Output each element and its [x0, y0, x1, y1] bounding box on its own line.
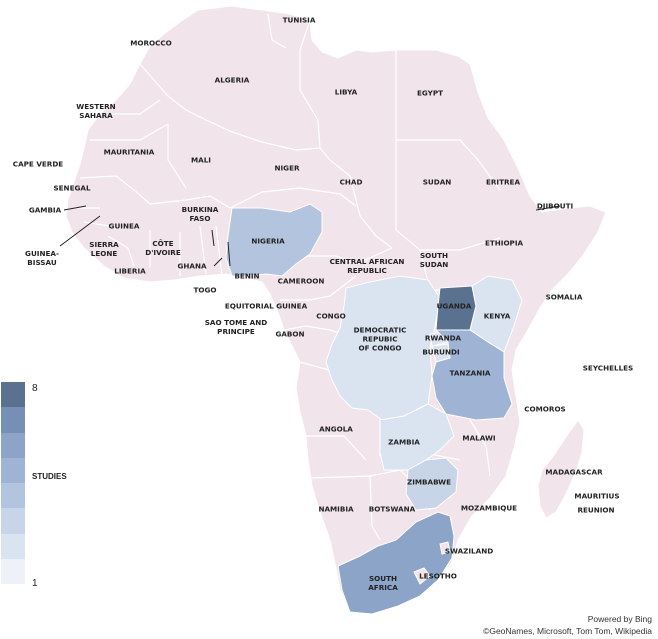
- label-sao-tome: SAO TOME AND PRINCIPE: [204, 318, 268, 336]
- label-madagascar: MADAGASCAR: [545, 467, 603, 477]
- label-mauritius: MAURITIUS: [574, 491, 620, 501]
- country-base-madagascar: [537, 419, 585, 519]
- label-sierra-leone: SIERRA LEONE: [89, 240, 119, 258]
- label-south-sudan: SOUTH SUDAN: [419, 251, 449, 269]
- label-equatorial-guinea: EQUITORIAL GUINEA: [224, 301, 308, 311]
- label-mali: MALI: [191, 155, 211, 165]
- label-zambia: ZAMBIA: [388, 437, 420, 447]
- label-egypt: EGYPT: [416, 88, 444, 98]
- label-western-sahara: WESTERN SAHARA: [76, 102, 116, 120]
- label-comoros: COMOROS: [524, 404, 566, 414]
- label-malawi: MALAWI: [462, 433, 496, 443]
- label-congo: CONGO: [316, 311, 346, 321]
- label-reunion: REUNION: [577, 505, 615, 515]
- label-rwanda: RWANDA: [424, 333, 462, 343]
- label-kenya: KENYA: [483, 311, 511, 321]
- legend-swatch: [1, 407, 25, 433]
- label-sudan: SUDAN: [422, 177, 452, 187]
- label-cameroon: CAMEROON: [277, 276, 325, 286]
- label-zimbabwe: ZIMBABWE: [406, 477, 452, 487]
- label-seychelles: SEYCHELLES: [582, 363, 634, 373]
- label-south-africa: SOUTH AFRICA: [368, 574, 398, 592]
- country-nigeria: [225, 203, 323, 277]
- label-tunisia: TUNISIA: [282, 15, 316, 25]
- label-lesotho: LESOTHO: [419, 571, 457, 581]
- label-cape-verde: CAPE VERDE: [12, 159, 64, 169]
- country-swaziland: [439, 541, 451, 555]
- legend-max-label: 8: [32, 383, 38, 394]
- label-namibia: NAMIBIA: [318, 504, 354, 514]
- label-cote-divoire: CÔTE D'IVOIRE: [145, 239, 181, 257]
- country-south-africa: [337, 511, 455, 615]
- country-lesotho: [413, 567, 431, 585]
- label-nigeria: NIGERIA: [251, 236, 285, 246]
- label-algeria: ALGERIA: [214, 75, 250, 85]
- label-benin: BENIN: [234, 271, 260, 281]
- label-ghana: GHANA: [177, 261, 207, 271]
- label-eritrea: ERITREA: [485, 177, 521, 187]
- label-car: CENTRAL AFRICAN REPUBLIC: [329, 257, 405, 275]
- legend-title: STUDIES: [32, 472, 67, 481]
- label-mauritania: MAURITANIA: [103, 147, 155, 157]
- label-angola: ANGOLA: [319, 424, 353, 434]
- credit-powered-by: Powered by Bing: [587, 614, 652, 624]
- label-somalia: SOMALIA: [545, 292, 583, 302]
- label-liberia: LIBERIA: [114, 266, 146, 276]
- label-ethiopia: ETHIOPIA: [484, 238, 524, 248]
- legend-swatch: [1, 382, 25, 408]
- credit-sources: ©GeoNames, Microsoft, Tom Tom, Wikipedia: [483, 626, 652, 636]
- label-guinea: GUINEA: [108, 221, 140, 231]
- legend-swatch: [1, 432, 25, 458]
- country-kenya: [469, 275, 523, 353]
- label-morocco: MOROCCO: [130, 38, 172, 48]
- label-burkina-faso: BURKINA FASO: [181, 205, 219, 223]
- label-mozambique: MOZAMBIQUE: [460, 503, 518, 513]
- label-drc: DEMOCRATIC REPUBIC OF CONGO: [353, 325, 407, 353]
- label-uganda: UGANDA: [436, 301, 472, 311]
- country-base-africa: [65, 5, 607, 615]
- legend-min-label: 1: [32, 578, 38, 589]
- country-tanzania: [431, 329, 513, 421]
- legend-swatch: [1, 457, 25, 484]
- label-tanzania: TANZANIA: [449, 368, 491, 378]
- label-gabon: GABON: [275, 329, 305, 339]
- label-niger: NIGER: [274, 163, 300, 173]
- label-chad: CHAD: [339, 177, 363, 187]
- legend-swatch: [1, 559, 25, 585]
- legend-swatch: [1, 533, 25, 560]
- country-zimbabwe: [405, 457, 459, 511]
- country-zambia: [379, 403, 455, 471]
- label-guinea-bissau: GUINEA- BISSAU: [25, 249, 59, 267]
- legend-swatch: [1, 483, 25, 509]
- label-libya: LIBYA: [334, 87, 358, 97]
- legend-scale: [1, 382, 25, 585]
- label-djibouti: DJIBOUTI: [536, 201, 574, 211]
- label-gambia: GAMBIA: [28, 205, 62, 215]
- label-senegal: SENEGAL: [53, 183, 91, 193]
- label-burundi: BURUNDI: [422, 347, 460, 357]
- label-swaziland: SWAZILAND: [444, 546, 494, 556]
- label-botswana: BOTSWANA: [368, 504, 416, 514]
- legend-swatch: [1, 508, 25, 534]
- leader-lines: [59, 205, 561, 267]
- label-togo: TOGO: [193, 285, 217, 295]
